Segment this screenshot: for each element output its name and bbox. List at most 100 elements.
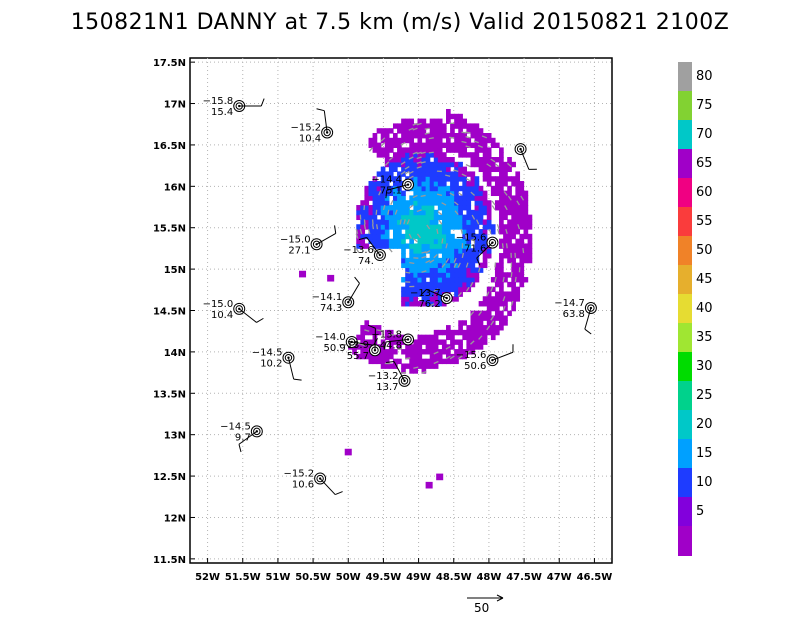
field-cell <box>421 128 427 134</box>
field-cell <box>482 339 488 345</box>
field-cell <box>441 329 447 336</box>
field-cell <box>519 243 525 249</box>
field-cell <box>454 219 459 225</box>
field-cell <box>401 123 406 129</box>
field-cell <box>397 233 402 240</box>
field-cell <box>388 339 394 345</box>
wind-vector <box>401 371 407 374</box>
field-cell <box>409 243 414 249</box>
field-cell <box>454 190 459 197</box>
field-cell <box>462 205 468 211</box>
wind-vector <box>449 355 455 360</box>
field-cell <box>384 329 390 336</box>
field-cell <box>515 238 521 245</box>
field-cell <box>413 233 419 240</box>
y-tick-label: 12N <box>164 513 186 524</box>
wind-vector <box>355 228 359 235</box>
wind-vector <box>424 127 430 130</box>
field-cell <box>425 281 431 288</box>
field-cell <box>503 320 508 326</box>
field-cell <box>527 233 533 240</box>
field-cell <box>425 157 431 163</box>
wind-vector <box>470 191 475 196</box>
field-cell <box>515 176 521 182</box>
field-cell <box>433 358 439 365</box>
field-cell <box>515 205 521 211</box>
colorbar-segment <box>678 526 692 556</box>
field-cell <box>470 325 476 331</box>
field-cell <box>515 190 521 197</box>
field-cell <box>417 205 423 211</box>
field-cell <box>425 344 431 350</box>
field-cell <box>466 142 472 149</box>
field-cell <box>462 253 468 259</box>
field-cell <box>507 209 512 216</box>
field-cell <box>409 123 414 129</box>
field-cell <box>417 224 423 230</box>
field-cell <box>437 296 443 302</box>
field-cell <box>466 243 472 249</box>
field-cell <box>486 253 492 259</box>
field-cell <box>454 123 459 129</box>
y-tick-label: 15N <box>164 265 186 276</box>
field-cell <box>441 281 447 288</box>
field-cell <box>441 166 447 173</box>
field-cell <box>458 195 463 201</box>
colorbar-segment <box>678 439 692 469</box>
wind-barb-flag <box>420 289 427 296</box>
wind-vector <box>441 202 447 206</box>
station-temp: −13.2 <box>368 371 399 382</box>
field-cell <box>392 233 398 240</box>
field-cell <box>384 243 390 249</box>
field-cell <box>470 281 476 288</box>
field-cell <box>482 142 488 149</box>
field-cell <box>450 181 455 187</box>
colorbar-segment <box>678 236 692 266</box>
wind-vector <box>438 219 443 225</box>
colorbar-label: 20 <box>696 416 713 432</box>
field-cell <box>486 310 492 317</box>
station-temp: −13.9 <box>338 340 369 351</box>
field-cell <box>458 339 463 345</box>
field-cell <box>401 286 406 293</box>
field-cell <box>462 118 468 125</box>
wind-vector <box>416 165 422 169</box>
field-cell <box>441 161 447 168</box>
field-cell <box>356 243 361 249</box>
field-cell <box>478 344 484 350</box>
field-cell <box>437 171 443 177</box>
field-cell <box>458 257 463 264</box>
field-cell <box>388 344 394 350</box>
field-cell <box>433 363 439 369</box>
field-cell <box>482 176 488 182</box>
field-cell <box>372 185 378 192</box>
wind-vector <box>457 192 463 196</box>
field-cell <box>356 334 361 341</box>
field-cell <box>421 257 427 264</box>
field-cell <box>392 142 398 149</box>
wind-vector <box>514 276 517 282</box>
field-cell <box>380 185 386 192</box>
field-cell <box>462 147 468 153</box>
field-cell <box>511 205 516 211</box>
station-dot <box>350 340 353 344</box>
field-cell <box>384 176 390 182</box>
field-cell <box>494 166 500 173</box>
colorbar-segment <box>678 149 692 179</box>
field-cell <box>413 277 419 283</box>
field-cell <box>421 200 427 206</box>
field-cell <box>384 358 390 365</box>
field-cell <box>503 181 508 187</box>
field-cell <box>421 176 427 182</box>
wind-vector <box>478 267 481 273</box>
field-cell <box>499 286 504 293</box>
wind-vector <box>453 169 459 173</box>
wind-vector <box>403 219 406 225</box>
field-cell <box>413 301 419 307</box>
field-cell <box>511 224 516 230</box>
field-cell <box>454 281 459 288</box>
field-cell <box>380 137 386 144</box>
field-cell <box>482 200 488 206</box>
field-cell <box>450 219 455 225</box>
field-cell <box>425 339 431 345</box>
